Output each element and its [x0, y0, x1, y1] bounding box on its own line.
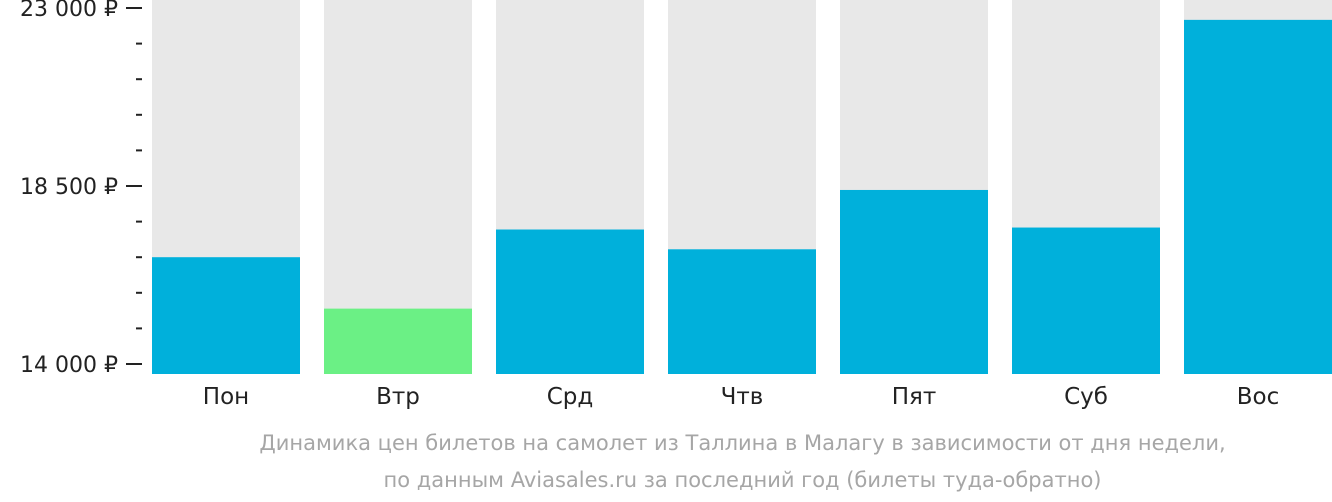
x-tick-label: Вос: [1237, 384, 1280, 410]
bar-6: [1012, 227, 1160, 374]
x-tick-label: Срд: [547, 384, 594, 410]
bars: [152, 19, 1332, 374]
x-tick-label: Чтв: [721, 384, 764, 410]
price-by-weekday-chart: 23 000 ₽ 18 500 ₽ 14 000 ₽ Пон Втр Срд Чтв Пят…: [20, 0, 1332, 410]
bar-5: [840, 189, 988, 374]
x-tick-label: Пон: [203, 384, 249, 410]
bar-1: [152, 257, 300, 374]
bar-4: [668, 249, 816, 374]
bar-7: [1184, 19, 1332, 374]
bar-3: [496, 229, 644, 374]
x-tick-label: Суб: [1064, 384, 1108, 410]
x-tick-label: Втр: [376, 384, 420, 410]
x-tick-label: Пят: [892, 384, 937, 410]
y-tick-label: 14 000 ₽: [20, 353, 118, 378]
bar-2: [324, 308, 472, 374]
chart-caption-line-2: по данным Aviasales.ru за последний год …: [383, 468, 1102, 492]
y-tick-label: 23 000 ₽: [20, 0, 118, 22]
y-tick-label: 18 500 ₽: [20, 175, 118, 200]
x-axis-labels: Пон Втр Срд Чтв Пят Суб Вос: [203, 384, 1279, 410]
chart-caption-line-1: Динамика цен билетов на самолет из Талли…: [259, 431, 1226, 455]
y-axis: 23 000 ₽ 18 500 ₽ 14 000 ₽: [20, 0, 142, 378]
